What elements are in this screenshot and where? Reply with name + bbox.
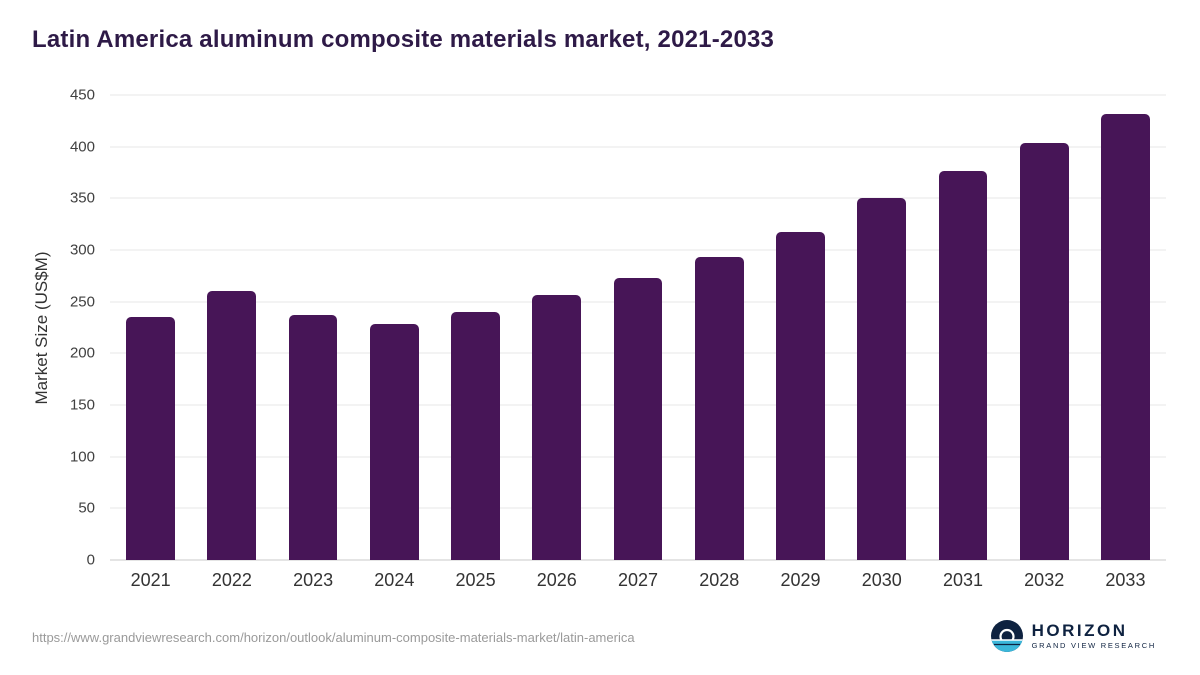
bar-2025 (451, 312, 500, 560)
bar-slot (191, 95, 272, 560)
x-tick-label: 2030 (861, 570, 902, 590)
y-tick-label: 250 (69, 293, 95, 311)
bar-slot (1004, 95, 1085, 560)
y-tick-label: 0 (86, 551, 95, 569)
bar-slot (435, 95, 516, 560)
horizon-logo-icon (990, 620, 1023, 652)
y-tick-label: 400 (69, 138, 95, 156)
logo-subtext: GRAND VIEW RESEARCH (1031, 641, 1156, 651)
x-tick-label: 2025 (455, 570, 496, 590)
bar-slot (922, 95, 1003, 560)
x-tick-label: 2021 (130, 570, 171, 590)
brand-logo: HORIZON GRAND VIEW RESEARCH (990, 620, 1156, 652)
bar-2026 (532, 295, 582, 560)
bar-2030 (857, 198, 907, 560)
y-tick-label: 350 (69, 189, 95, 207)
bar-slot (272, 95, 353, 560)
y-tick-label: 50 (78, 499, 95, 517)
x-tick-label: 2032 (1024, 570, 1065, 590)
gridline (110, 146, 1166, 148)
y-tick-label: 100 (69, 448, 95, 466)
bar-slot (110, 95, 191, 560)
y-axis-title: Market Size (US$M) (32, 251, 51, 405)
bar-2033 (1101, 113, 1150, 560)
y-axis: 0 50 100 150 200 250 300 350 400 450 (55, 87, 103, 569)
bar-2028 (694, 257, 744, 560)
x-tick-label: 2031 (942, 570, 983, 590)
y-tick-label: 300 (69, 241, 95, 259)
logo-text: HORIZON GRAND VIEW RESEARCH (1031, 620, 1156, 651)
x-tick-label: 2027 (618, 570, 659, 590)
x-tick-label: 2023 (293, 570, 334, 590)
bar-slot (841, 95, 922, 560)
bar-2029 (776, 232, 825, 560)
chart-title: Latin America aluminum composite materia… (32, 26, 775, 53)
x-tick-label: 2028 (699, 570, 740, 590)
bar-slot (760, 95, 841, 560)
x-tick-label: 2029 (780, 570, 821, 590)
bar-2027 (613, 277, 663, 560)
logo-name: HORIZON (1031, 620, 1128, 640)
gridline (110, 197, 1166, 199)
bar-2021 (126, 317, 175, 560)
bar-2031 (938, 171, 988, 560)
gridline (110, 249, 1166, 251)
bars-layer (110, 95, 1166, 560)
source-url: https://www.grandviewresearch.com/horizo… (32, 630, 635, 645)
plot-area (110, 94, 1166, 561)
bar-2022 (207, 291, 257, 560)
x-axis-line (110, 559, 1166, 561)
x-axis: 2021 2022 2023 2024 2025 2026 2027 2028 2029 2030… (110, 570, 1166, 591)
bar-slot (597, 95, 678, 560)
x-tick-label: 2024 (374, 570, 415, 590)
x-tick-label: 2026 (536, 570, 577, 590)
bar-slot (354, 95, 435, 560)
bar-slot (679, 95, 760, 560)
bar-slot (1085, 95, 1166, 560)
gridline (110, 94, 1166, 96)
y-tick-label: 150 (69, 396, 95, 414)
bar-2024 (369, 324, 419, 560)
bar-slot (516, 95, 597, 560)
bar-2023 (288, 315, 338, 560)
y-tick-label: 200 (69, 344, 95, 362)
x-tick-label: 2033 (1105, 570, 1146, 590)
bar-2032 (1019, 142, 1069, 560)
x-tick-label: 2022 (211, 570, 252, 590)
y-tick-label: 450 (69, 86, 95, 104)
